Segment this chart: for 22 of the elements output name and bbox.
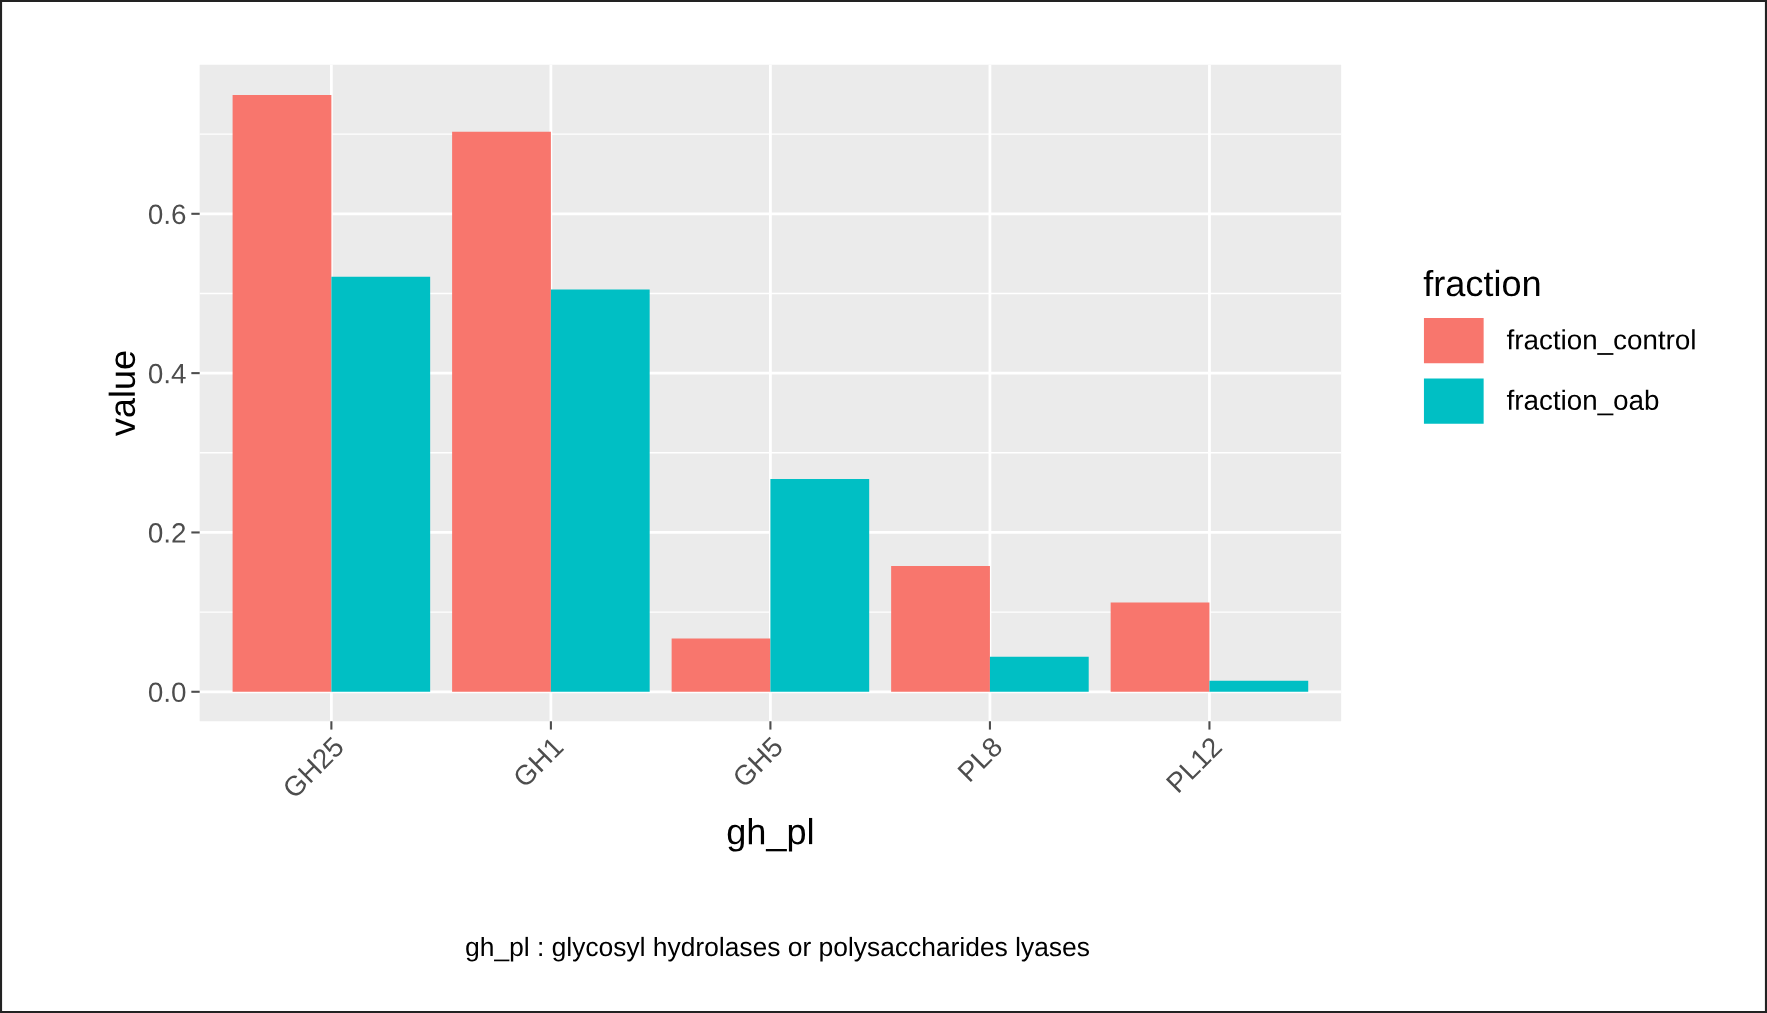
x-axis-title: gh_pl xyxy=(727,817,813,852)
bar xyxy=(770,479,870,692)
y-axis-title: value xyxy=(108,351,136,437)
bar xyxy=(1209,680,1309,692)
bar xyxy=(452,131,551,692)
y-tick-label: 0.4 xyxy=(148,363,186,384)
bar xyxy=(232,95,332,692)
bar xyxy=(671,638,771,692)
bar xyxy=(1110,602,1210,692)
x-tick-label: PL8 xyxy=(957,735,1004,783)
bar xyxy=(331,276,431,692)
y-tick-label: 0.2 xyxy=(148,523,186,543)
bar xyxy=(550,289,650,692)
bar xyxy=(989,656,1089,692)
legend-label: fraction_control xyxy=(1506,329,1695,355)
y-tick-label: 0.6 xyxy=(148,204,186,225)
y-tick-label: 0.0 xyxy=(148,682,186,703)
legend-title: fraction xyxy=(1423,269,1540,297)
x-tick-label: GH1 xyxy=(512,735,565,789)
bar xyxy=(891,565,990,692)
legend-label: fraction_oab xyxy=(1506,389,1659,416)
text: gh_pl : glycosyl hydrolases or polysaccharides lyases xyxy=(466,936,1089,962)
